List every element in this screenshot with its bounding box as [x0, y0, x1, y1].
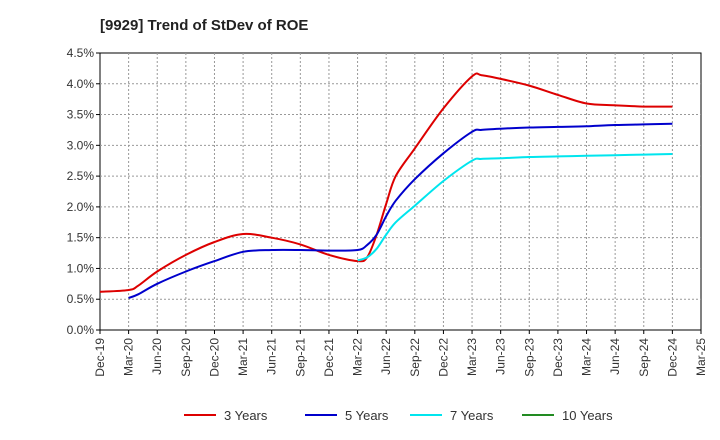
- x-tick-label: Sep-20: [179, 338, 193, 377]
- y-tick-label: 1.0%: [67, 261, 95, 275]
- legend-label-2: 5 Years: [345, 408, 389, 423]
- x-axis-ticks: Dec-19 Mar-20 Jun-20 Sep-20 Dec-20 Mar-21 Jun-…: [93, 338, 708, 377]
- x-tick-label: Sep-22: [408, 338, 422, 377]
- x-tick-label: Jun-24: [608, 338, 622, 375]
- x-tick-label: Jun-21: [265, 338, 279, 375]
- y-tick-label: 2.5%: [67, 169, 95, 183]
- x-tick-label: Mar-25: [694, 338, 708, 376]
- x-tick-label: Mar-20: [122, 338, 136, 376]
- y-tick-label: 2.0%: [67, 200, 95, 214]
- x-tick-label: Mar-24: [580, 338, 594, 376]
- x-tick-label: Mar-21: [236, 338, 250, 376]
- series-line-2: [128, 122, 673, 299]
- x-tick-label: Jun-22: [379, 338, 393, 375]
- y-gridlines: [96, 52, 701, 331]
- legend-label-3: 7 Years: [450, 408, 494, 423]
- y-axis-ticks: 0.0% 0.5% 1.0% 1.5% 2.0% 2.5% 3.0% 3.5% 4.0% 4.5%: [67, 46, 95, 337]
- x-tick-label: Sep-23: [522, 338, 536, 377]
- y-tick-label: 3.0%: [67, 138, 95, 152]
- series-line-1: [99, 72, 673, 293]
- x-tick-label: Jun-23: [494, 338, 508, 375]
- x-tick-label: Dec-22: [436, 338, 450, 377]
- x-tick-label: Dec-20: [207, 338, 221, 377]
- legend-label-1: 3 Years: [224, 408, 268, 423]
- legend: 3 Years 5 Years 7 Years 10 Years: [184, 408, 613, 423]
- y-tick-label: 0.0%: [67, 323, 95, 337]
- y-tick-label: 4.5%: [67, 46, 95, 60]
- x-gridlines: [99, 53, 702, 334]
- y-tick-label: 3.5%: [67, 108, 95, 122]
- y-tick-label: 0.5%: [67, 292, 95, 306]
- x-tick-label: Dec-24: [665, 338, 679, 377]
- x-tick-label: Mar-23: [465, 338, 479, 376]
- y-tick-label: 1.5%: [67, 231, 95, 245]
- series-lines: [99, 72, 673, 299]
- x-tick-label: Sep-21: [293, 338, 307, 377]
- x-tick-label: Sep-24: [637, 338, 651, 377]
- plot-area: [99, 52, 702, 331]
- x-tick-label: Dec-21: [322, 338, 336, 377]
- x-tick-label: Jun-20: [150, 338, 164, 375]
- series-line-3: [357, 153, 673, 262]
- x-tick-label: Dec-19: [93, 338, 107, 377]
- x-tick-label: Dec-23: [551, 338, 565, 377]
- legend-label-4: 10 Years: [562, 408, 613, 423]
- x-tick-label: Mar-22: [351, 338, 365, 376]
- chart-title: [9929] Trend of StDev of ROE: [100, 17, 308, 34]
- y-tick-label: 4.0%: [67, 77, 95, 91]
